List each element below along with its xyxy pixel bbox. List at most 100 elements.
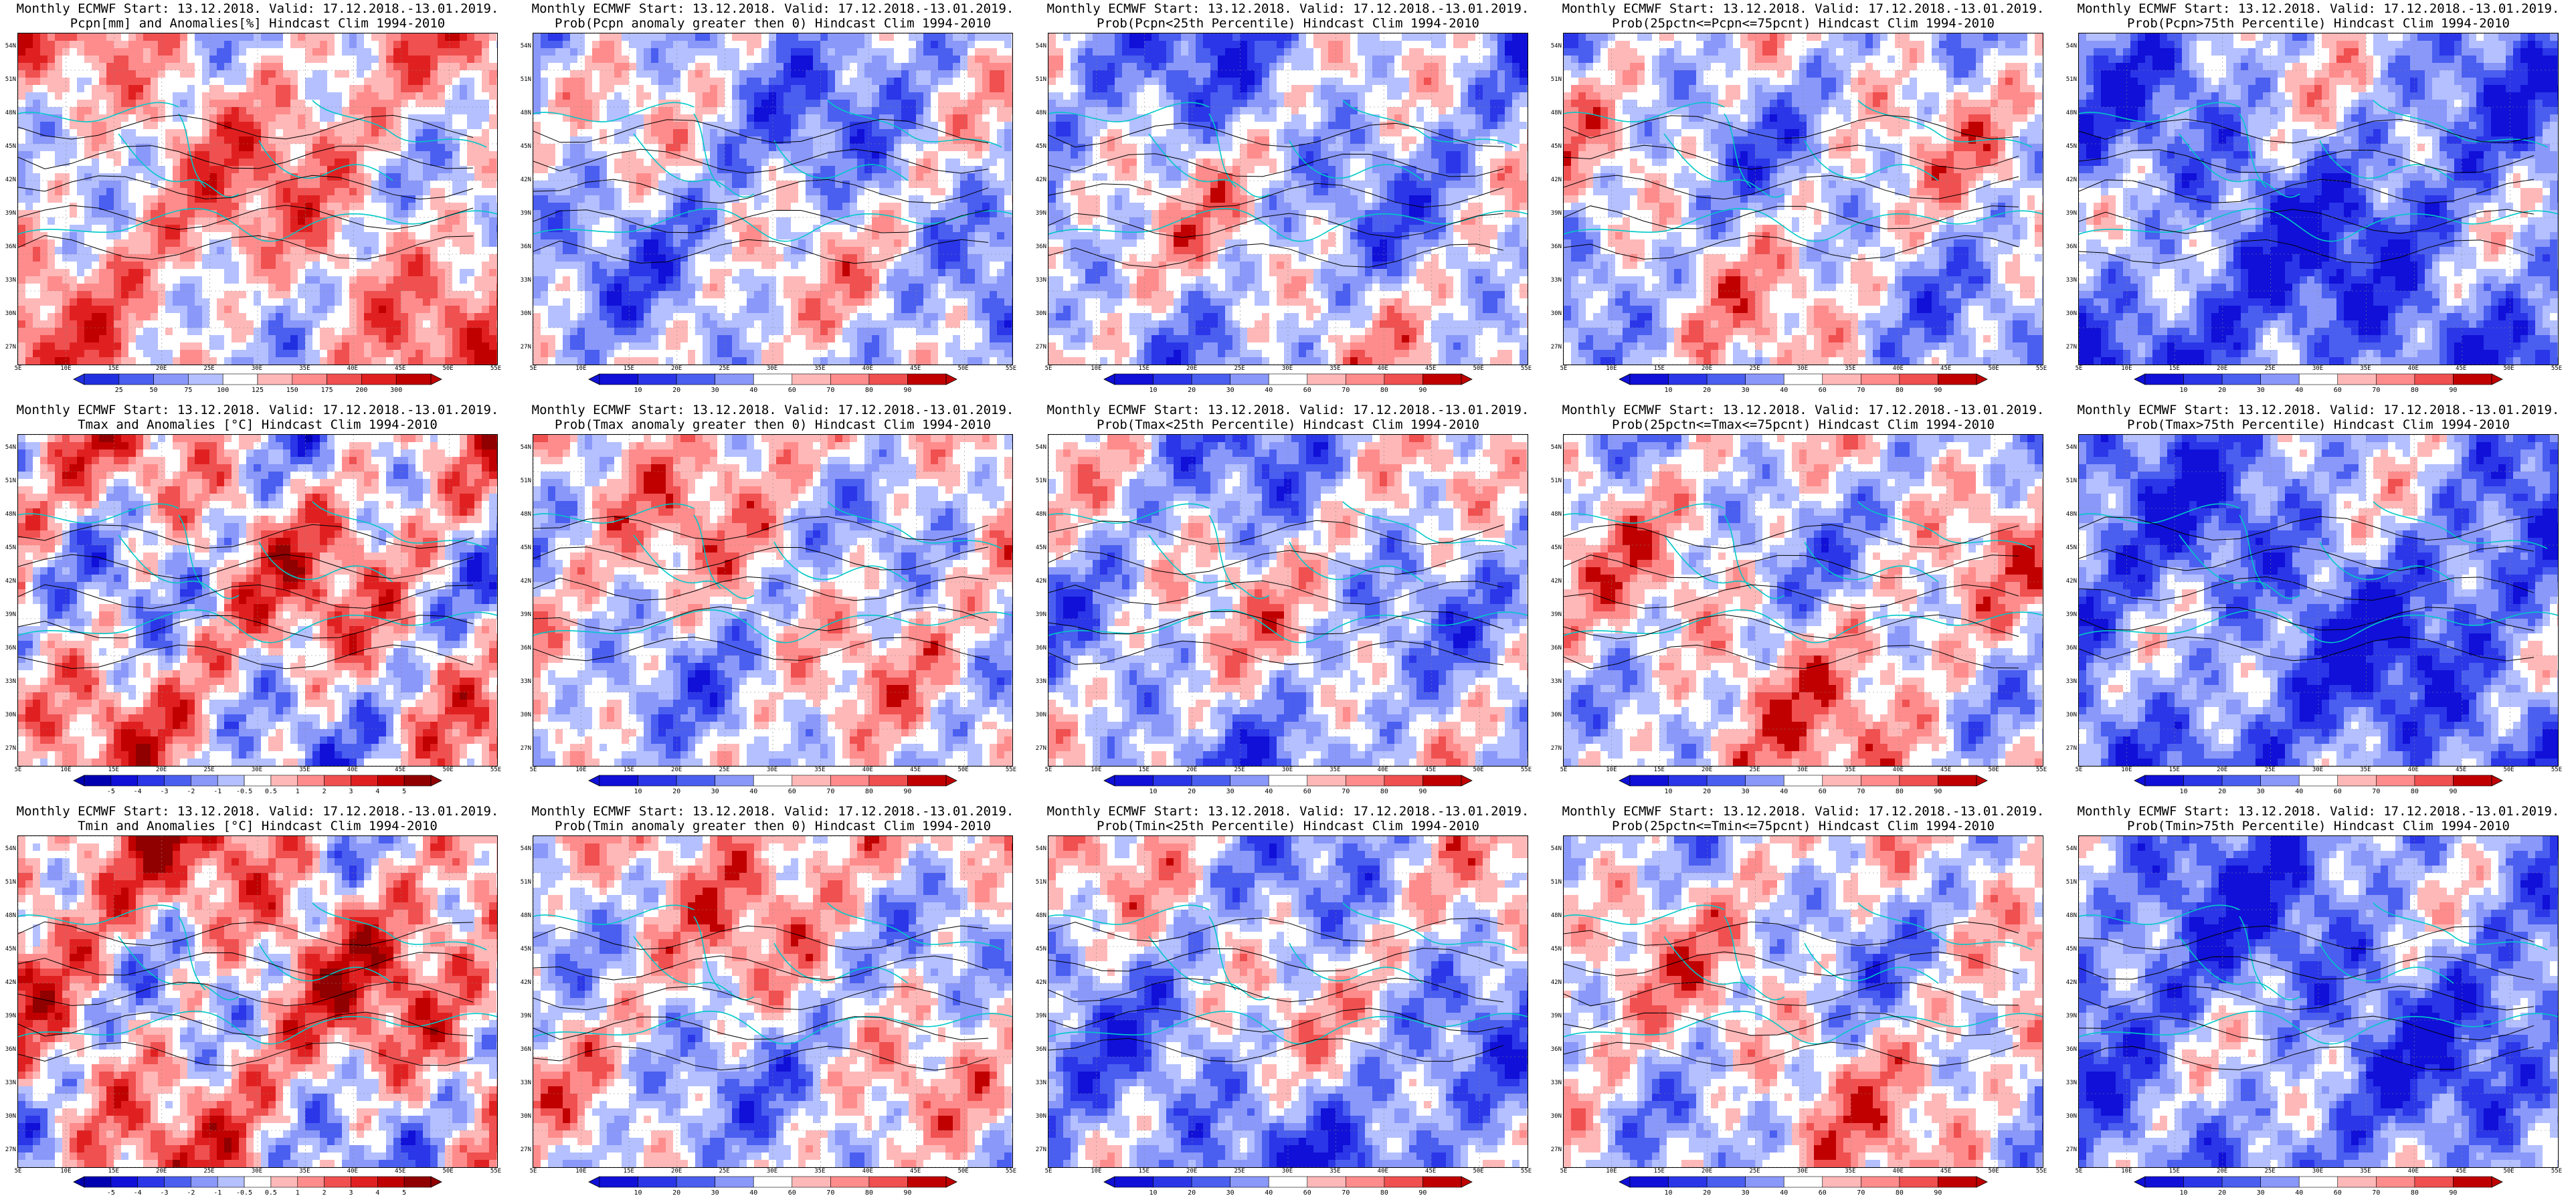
colorbar-segment: [1153, 373, 1192, 385]
latitude-tick-label: 54N: [1032, 43, 1046, 49]
colorbar-max-arrow: [1976, 775, 1988, 787]
latitude-tick-label: 36N: [1547, 645, 1562, 651]
longitude-tick-label: 15E: [1139, 767, 1149, 773]
latitude-tick-label: 54N: [1032, 845, 1046, 852]
colorbar-label: 60: [1819, 788, 1827, 795]
contour-line: [1564, 981, 2019, 1007]
latitude-tick-label: 27N: [1032, 745, 1046, 752]
panel-title: Monthly ECMWF Start: 13.12.2018. Valid: …: [1030, 1, 1546, 17]
latitude-tick-label: 54N: [2062, 845, 2077, 852]
colorbar-segment: [2414, 775, 2454, 787]
latitude-tick-label: 45N: [2062, 544, 2077, 551]
contour-line: [1564, 555, 2019, 579]
colorbar-segment: [377, 775, 405, 787]
colorbar-label: 30: [711, 788, 719, 795]
coastline: [693, 916, 721, 991]
colorbar-segment: [2453, 775, 2492, 787]
latitude-tick-label: 51N: [1, 76, 16, 83]
longitude-tick-label: 15E: [108, 365, 119, 372]
contour-line: [1564, 584, 2019, 609]
latitude-tick-label: 27N: [1547, 344, 1562, 350]
latitude-tick-label: 27N: [1, 745, 16, 752]
latitude-tick-label: 48N: [1032, 912, 1046, 919]
latitude-tick-label: 33N: [1, 277, 16, 284]
coastline: [18, 1011, 497, 1045]
coastline: [533, 102, 695, 122]
longitude-tick-label: 45E: [1425, 767, 1436, 773]
coastline: [2079, 609, 2558, 643]
colorbar-label: 80: [2411, 1189, 2419, 1197]
colorbar-label: 50: [150, 387, 158, 394]
contour-line: [18, 175, 474, 200]
latitude-tick-label: 33N: [517, 1080, 531, 1086]
coastline: [827, 501, 1002, 549]
longitude-tick-label: 15E: [1139, 1168, 1149, 1175]
latitude-tick-label: 54N: [1547, 845, 1562, 852]
map-panel: Monthly ECMWF Start: 13.12.2018. Valid: …: [1030, 803, 1546, 1204]
latitude-tick-label: 42N: [1032, 979, 1046, 986]
colorbar-segment: [1191, 775, 1230, 787]
colorbar-segment: [1230, 1176, 1269, 1188]
colorbar-label: -5: [107, 1189, 115, 1197]
colorbar-label: 40: [2295, 788, 2303, 795]
colorbar-label: 20: [2218, 788, 2226, 795]
colorbar-max-arrow: [945, 775, 957, 787]
colorbar-segment: [676, 373, 715, 385]
latitude-tick-label: 51N: [1, 879, 16, 886]
latitude-tick-label: 42N: [1032, 177, 1046, 183]
panel-subtitle: Prob(Pcpn>75th Percentile) Hindcast Clim…: [2061, 16, 2576, 31]
colorbar-label: 30: [1226, 387, 1234, 394]
latitude-tick-label: 48N: [1, 912, 16, 919]
longitude-tick-label: 55E: [1006, 365, 1016, 372]
colorbar-label: 90: [903, 788, 911, 795]
latitude-tick-label: 51N: [1547, 76, 1562, 83]
latitude-tick-label: 30N: [2062, 310, 2077, 317]
longitude-tick-label: 40E: [862, 1168, 873, 1175]
contour-line: [2079, 956, 2535, 981]
colorbar-segment: [1384, 775, 1423, 787]
latitude-tick-label: 45N: [517, 946, 531, 952]
coastline: [258, 942, 393, 984]
longitude-tick-label: 20E: [156, 365, 167, 372]
latitude-tick-label: 54N: [1547, 444, 1562, 451]
contour-line: [533, 1016, 989, 1041]
coastline: [1663, 534, 1785, 599]
latitude-tick-label: 33N: [1547, 678, 1562, 685]
colorbar-label: 80: [1896, 387, 1904, 394]
colorbar-segment: [1822, 373, 1861, 385]
latitude-tick-label: 36N: [2062, 1046, 2077, 1053]
longitude-tick-label: 35E: [2360, 365, 2371, 372]
colorbar-segment: [1191, 1176, 1230, 1188]
longitude-tick-label: 5E: [1560, 365, 1568, 372]
colorbar-segment: [676, 1176, 715, 1188]
colorbar-label: 90: [1418, 1189, 1427, 1197]
latitude-tick-label: 27N: [1547, 1146, 1562, 1153]
latitude-tick-label: 30N: [1, 310, 16, 317]
colorbar-segment: [1899, 373, 1938, 385]
longitude-tick-label: 10E: [575, 767, 586, 773]
colorbar-segment: [2376, 775, 2415, 787]
colorbar-segment: [292, 373, 327, 385]
colorbar-label: -2: [187, 1189, 195, 1197]
contour-line: [2079, 209, 2535, 234]
colorbar-label: 70: [1342, 788, 1350, 795]
forecast-map: [2078, 835, 2559, 1168]
coastline: [827, 100, 1002, 148]
colorbar-segment: [244, 775, 272, 787]
longitude-tick-label: 5E: [2076, 1168, 2083, 1175]
longitude-tick-label: 45E: [2456, 767, 2466, 773]
colorbar-label: 40: [749, 387, 757, 394]
longitude-tick-label: 55E: [1521, 1168, 1532, 1175]
longitude-tick-label: 55E: [1521, 365, 1532, 372]
longitude-tick-label: 45E: [395, 1168, 405, 1175]
colorbar-segment: [1745, 373, 1784, 385]
colorbar-segment: [324, 1176, 351, 1188]
colorbar-segment: [2453, 1176, 2492, 1188]
longitude-tick-label: 30E: [1282, 365, 1293, 372]
colorbar-label: 20: [1188, 1189, 1196, 1197]
panel-subtitle: Prob(Tmin<25th Percentile) Hindcast Clim…: [1030, 819, 1546, 834]
longitude-tick-label: 55E: [1006, 1168, 1016, 1175]
colorbar-min-arrow: [73, 775, 85, 787]
colorbar-label: 60: [1819, 387, 1827, 394]
colorbar-label: 20: [1703, 387, 1711, 394]
